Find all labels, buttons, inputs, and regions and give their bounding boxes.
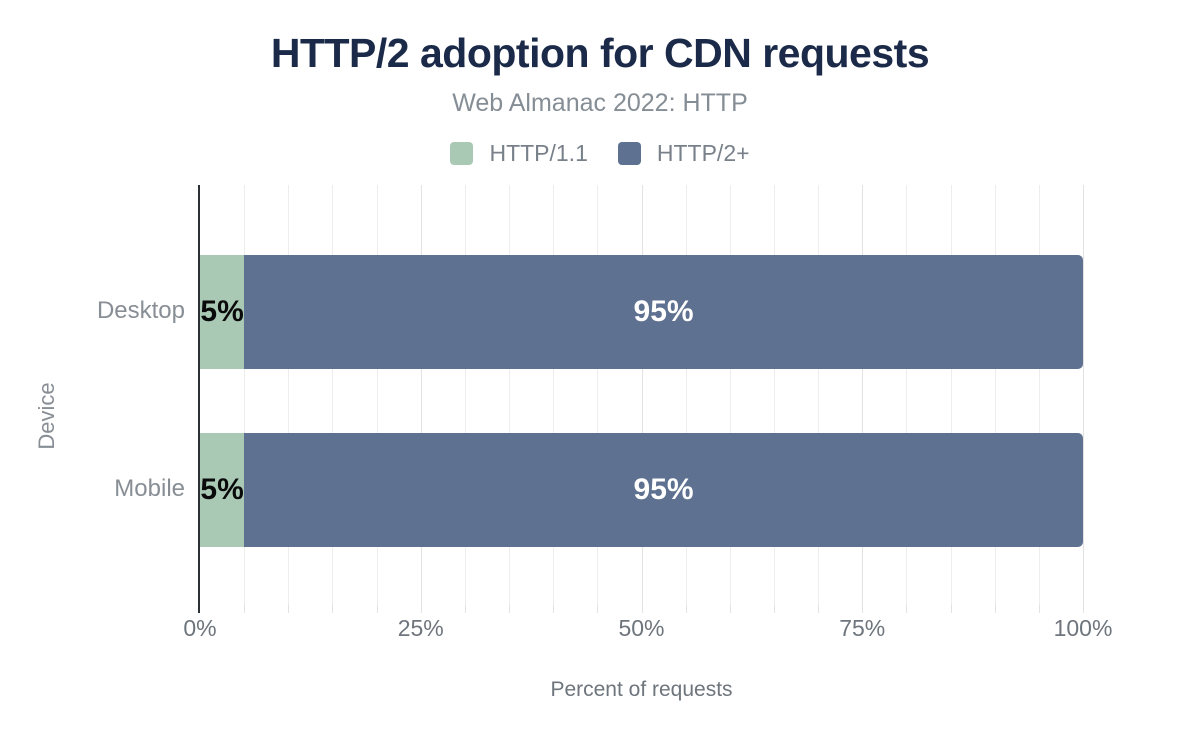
y-axis-title: Device xyxy=(34,382,59,450)
x-axis-tick xyxy=(597,605,599,613)
x-axis-tick xyxy=(332,605,334,613)
bar-value-label: 95% xyxy=(633,473,694,506)
bar-desktop-http11-segment[interactable]: 5% xyxy=(200,255,245,369)
gridline xyxy=(244,185,246,605)
x-axis-tick xyxy=(862,605,864,613)
x-tick-label: 50% xyxy=(618,615,665,641)
gridline xyxy=(288,185,290,605)
bar-value-label: 95% xyxy=(633,295,694,328)
gridline xyxy=(597,185,599,605)
bar-mobile-http2-segment[interactable]: 95% xyxy=(244,433,1083,547)
y-axis-line xyxy=(198,185,200,613)
x-axis-tick xyxy=(420,605,422,613)
plot-area: 5% 95% 5% 95% xyxy=(198,185,1084,613)
gridline xyxy=(862,185,864,605)
gridline xyxy=(376,185,378,605)
legend-label-http11: HTTP/1.1 xyxy=(489,140,588,166)
category-label-desktop: Desktop xyxy=(96,297,185,324)
x-tick-label: 25% xyxy=(397,615,444,641)
legend-swatch-http2-icon xyxy=(617,142,641,165)
chart-title: HTTP/2 adoption for CDN requests xyxy=(270,30,930,76)
chart-subtitle: Web Almanac 2022: HTTP xyxy=(452,89,748,117)
x-axis-tick xyxy=(641,605,643,613)
x-tick-label: 75% xyxy=(839,615,886,641)
gridline xyxy=(729,185,731,605)
bar-mobile: 5% 95% xyxy=(200,433,1083,547)
x-axis-tick xyxy=(994,605,996,613)
x-tick-label: 0% xyxy=(183,615,217,641)
legend-swatch-http11-icon xyxy=(450,142,474,165)
legend: HTTP/1.1 HTTP/2+ xyxy=(0,140,1200,167)
x-axis-tick xyxy=(685,605,687,613)
x-axis-tick xyxy=(244,605,246,613)
x-axis-tick xyxy=(729,605,731,613)
gridline xyxy=(1038,185,1040,605)
gridline xyxy=(641,185,643,605)
x-axis-tick-labels: 0% 25% 50% 75% 100% xyxy=(183,615,1112,645)
gridline xyxy=(773,185,775,605)
gridline xyxy=(464,185,466,605)
gridline xyxy=(994,185,996,605)
x-axis-tick xyxy=(773,605,775,613)
x-axis-title: Percent of requests xyxy=(550,678,733,701)
bar-value-label: 5% xyxy=(200,295,244,328)
x-axis-tick xyxy=(288,605,290,613)
bar-desktop: 5% 95% xyxy=(200,255,1083,369)
x-axis-tick xyxy=(553,605,555,613)
gridline xyxy=(509,185,511,605)
gridline xyxy=(685,185,687,605)
x-axis-tick xyxy=(818,605,820,613)
bar-desktop-http2-segment[interactable]: 95% xyxy=(244,255,1083,369)
gridline xyxy=(906,185,908,605)
bar-mobile-http11-segment[interactable]: 5% xyxy=(200,433,245,547)
legend-item-http2: HTTP/2+ xyxy=(617,140,750,167)
x-axis-tick xyxy=(509,605,511,613)
x-axis-tick xyxy=(1038,605,1040,613)
gridline xyxy=(950,185,952,605)
gridline xyxy=(1083,185,1084,605)
x-axis-tick xyxy=(464,605,466,613)
bar-value-label: 5% xyxy=(200,473,244,506)
x-axis-tick xyxy=(376,605,378,613)
x-axis-tick xyxy=(950,605,952,613)
gridline xyxy=(553,185,555,605)
legend-item-http11: HTTP/1.1 xyxy=(450,140,588,167)
gridline xyxy=(332,185,334,605)
category-label-mobile: Mobile xyxy=(114,475,185,502)
x-axis-tick xyxy=(906,605,908,613)
x-axis-tick xyxy=(1083,605,1084,613)
x-tick-label: 100% xyxy=(1053,615,1113,641)
gridline xyxy=(818,185,820,605)
legend-label-http2: HTTP/2+ xyxy=(656,140,750,166)
gridline xyxy=(420,185,422,605)
